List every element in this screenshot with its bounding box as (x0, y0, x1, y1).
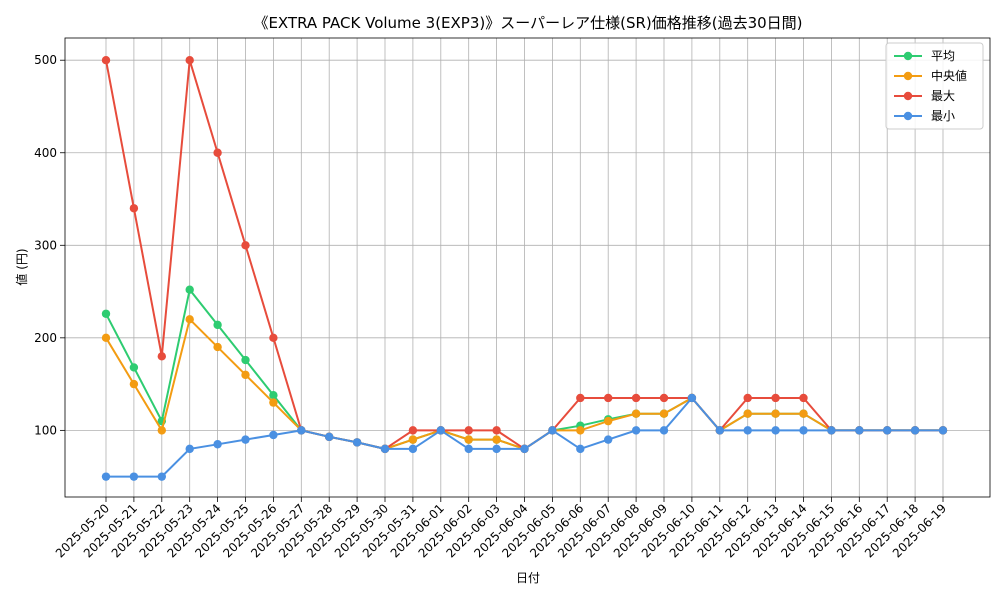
data-point (576, 444, 585, 454)
y-tick-label: 100 (34, 423, 57, 437)
y-tick-label: 300 (34, 238, 57, 252)
data-point (213, 148, 222, 157)
grid (65, 38, 990, 497)
data-point (241, 241, 250, 250)
data-point (631, 426, 641, 435)
series-3 (101, 393, 948, 481)
legend-marker (903, 91, 913, 101)
data-point (269, 333, 278, 343)
data-point (129, 472, 139, 481)
data-point (241, 355, 250, 365)
data-point (129, 379, 139, 389)
legend-label: 中央値 (931, 68, 967, 83)
data-point (715, 426, 724, 435)
data-point (464, 426, 473, 435)
y-tick-label: 200 (34, 331, 57, 345)
data-point (213, 320, 222, 330)
data-point (492, 444, 501, 454)
data-point (520, 444, 529, 454)
legend-marker (903, 51, 913, 61)
legend-box (885, 42, 984, 130)
data-point (855, 426, 864, 435)
y-tick-label: 400 (34, 146, 57, 160)
data-point (938, 426, 948, 435)
legend-marker (903, 111, 913, 121)
data-point (185, 56, 194, 65)
data-point (743, 393, 752, 403)
data-point (241, 435, 250, 444)
axes: 2025-05-202025-05-212025-05-222025-05-23… (34, 37, 991, 560)
legend-marker (903, 71, 913, 81)
data-point (185, 285, 194, 294)
legend-label: 最大 (931, 89, 955, 103)
series (101, 56, 948, 481)
data-point (659, 426, 669, 435)
data-point (436, 426, 445, 435)
data-point (604, 416, 613, 426)
data-point (101, 56, 111, 65)
data-point (129, 363, 139, 372)
data-point (213, 440, 222, 449)
plot-frame (64, 37, 991, 498)
data-point (799, 426, 808, 435)
data-point (380, 444, 390, 454)
y-tick-label: 500 (34, 53, 57, 67)
data-point (101, 472, 111, 481)
y-axis-label: 値 (円) (14, 248, 29, 285)
data-point (771, 426, 780, 435)
data-point (352, 438, 362, 447)
data-point (576, 393, 585, 403)
data-point (910, 426, 920, 435)
data-point (464, 435, 473, 444)
data-point (799, 409, 808, 418)
data-point (101, 309, 111, 318)
data-point (129, 204, 139, 213)
legend-label: 最小 (931, 109, 955, 123)
data-point (185, 444, 194, 454)
data-point (771, 409, 780, 418)
data-point (492, 435, 501, 444)
data-point (101, 333, 111, 343)
data-point (687, 393, 697, 403)
data-point (659, 409, 669, 418)
data-point (631, 393, 641, 403)
data-point (269, 398, 278, 407)
data-point (269, 391, 278, 400)
data-point (883, 426, 892, 435)
data-point (408, 435, 418, 444)
data-point (576, 426, 585, 435)
x-axis-label: 日付 (516, 571, 540, 585)
data-point (743, 409, 752, 418)
data-point (213, 342, 222, 352)
data-point (241, 370, 250, 380)
data-point (659, 393, 669, 403)
data-point (548, 426, 557, 435)
data-point (604, 435, 613, 444)
data-point (799, 393, 808, 403)
data-point (157, 472, 166, 481)
data-point (492, 426, 501, 435)
data-point (325, 432, 334, 442)
data-point (157, 426, 166, 435)
data-point (604, 393, 613, 403)
data-point (297, 426, 306, 435)
data-point (631, 409, 641, 418)
data-point (743, 426, 752, 435)
data-point (771, 393, 780, 403)
data-point (827, 426, 836, 435)
data-point (408, 426, 418, 435)
chart-title: 《EXTRA PACK Volume 3(EXP3)》スーパーレア仕様(SR)価… (253, 14, 802, 32)
data-point (269, 430, 278, 440)
data-point (185, 315, 194, 324)
legend-label: 平均 (931, 49, 955, 63)
data-point (464, 444, 473, 454)
data-point (157, 352, 166, 361)
data-point (408, 444, 418, 454)
